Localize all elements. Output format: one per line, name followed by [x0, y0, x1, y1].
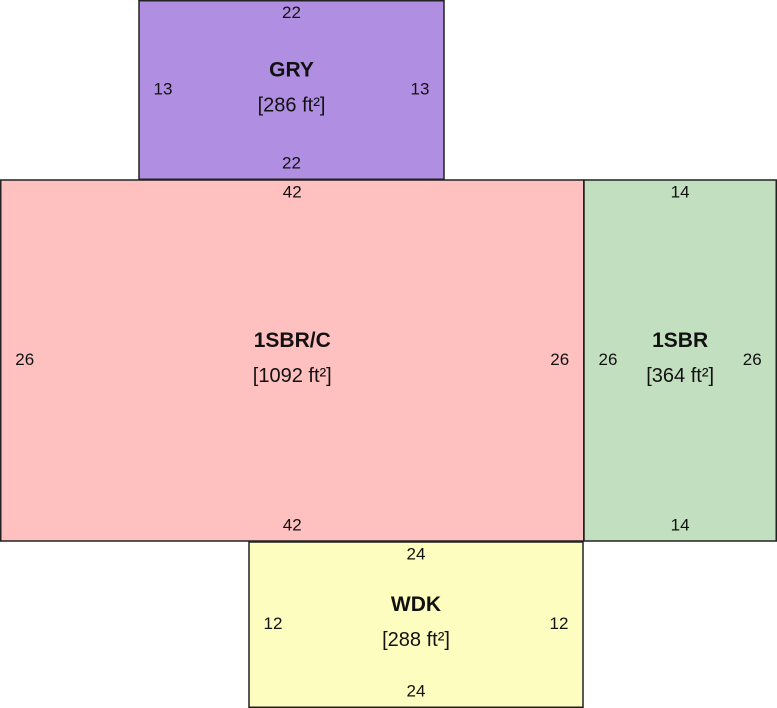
dimension-top: 14	[671, 182, 690, 201]
room-name: GRY	[269, 59, 314, 82]
dimension-left: 12	[264, 614, 283, 633]
dimension-right: 13	[411, 79, 430, 98]
room-shape	[583, 179, 777, 542]
dimension-top: 42	[283, 182, 302, 201]
dimension-right: 26	[550, 350, 569, 369]
dimension-left: 26	[599, 350, 618, 369]
dimension-bottom: 24	[407, 682, 426, 701]
room-shape	[0, 179, 585, 542]
room-shape	[138, 0, 445, 180]
dimension-bottom: 22	[282, 154, 301, 173]
dimension-left: 26	[15, 350, 34, 369]
room-area: [286 ft²]	[258, 94, 326, 116]
room-area: [1092 ft²]	[253, 365, 332, 387]
room-area: [364 ft²]	[646, 365, 714, 387]
room: GRY [286 ft²] 22 22 13 13	[138, 0, 445, 180]
room-name: 1SBR/C	[254, 329, 331, 352]
dimension-right: 12	[550, 614, 569, 633]
room: 1SBR [364 ft²] 14 14 26 26	[583, 179, 777, 542]
dimension-right: 26	[743, 350, 762, 369]
room-name: 1SBR	[652, 329, 708, 352]
room-name: WDK	[391, 593, 441, 616]
room: WDK [288 ft²] 24 24 12 12	[248, 541, 584, 708]
dimension-top: 22	[282, 3, 301, 22]
dimension-left: 13	[154, 79, 173, 98]
dimension-bottom: 42	[283, 515, 302, 534]
room: 1SBR/C [1092 ft²] 42 42 26 26	[0, 179, 585, 542]
room-area: [288 ft²]	[382, 629, 450, 651]
dimension-top: 24	[407, 544, 426, 563]
room-shape	[248, 541, 584, 708]
dimension-bottom: 14	[671, 515, 690, 534]
